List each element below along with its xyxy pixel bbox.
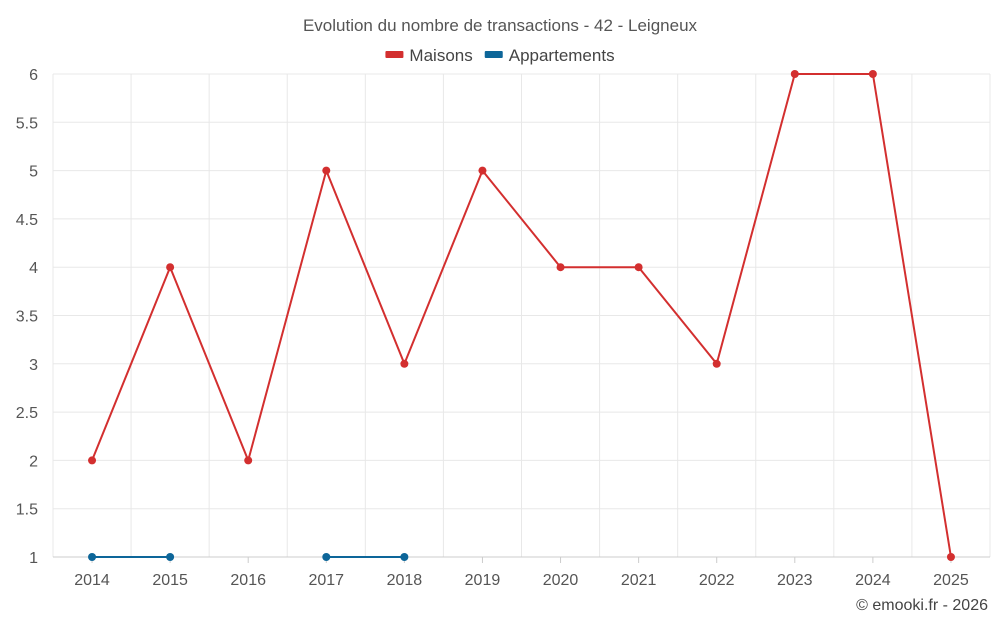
x-tick-label: 2024 xyxy=(855,572,891,589)
y-tick-label: 1 xyxy=(29,550,38,567)
y-tick-label: 5.5 xyxy=(16,115,38,132)
x-axis-ticks: 2014 2015 2016 2017 2018 2019 2020 2021 2022 2023… xyxy=(74,557,969,589)
x-tick-label: 2015 xyxy=(152,572,188,589)
y-tick-label: 3 xyxy=(29,357,38,374)
data-point[interactable] xyxy=(634,263,643,272)
y-tick-label: 5 xyxy=(29,164,38,181)
y-tick-label: 2 xyxy=(29,453,38,470)
legend-swatch xyxy=(385,51,404,58)
y-tick-label: 3.5 xyxy=(16,309,38,326)
x-tick-label: 2016 xyxy=(230,572,266,589)
data-point[interactable] xyxy=(556,263,565,272)
data-point[interactable] xyxy=(88,553,97,561)
data-point[interactable] xyxy=(166,553,175,561)
y-tick-label: 1.5 xyxy=(16,502,38,519)
series-line xyxy=(91,73,952,558)
data-point[interactable] xyxy=(88,456,97,465)
x-gridlines xyxy=(52,74,991,557)
y-axis-ticks: 1 1.5 2 2.5 3 3.5 4 4.5 5 5.5 6 xyxy=(16,67,38,567)
x-tick-label: 2019 xyxy=(465,572,501,589)
data-point[interactable] xyxy=(478,166,487,175)
data-point[interactable] xyxy=(868,70,877,78)
legend-label: Maisons xyxy=(409,46,472,65)
x-tick-label: 2020 xyxy=(543,572,579,589)
x-tick-label: 2017 xyxy=(308,572,344,589)
y-tick-label: 4 xyxy=(29,260,38,277)
y-tick-label: 4.5 xyxy=(16,212,38,229)
legend-item-maisons[interactable]: Maisons xyxy=(385,46,473,65)
data-point[interactable] xyxy=(166,263,175,272)
legend-item-appartements[interactable]: Appartements xyxy=(484,46,615,65)
data-point[interactable] xyxy=(322,166,331,175)
x-tick-label: 2021 xyxy=(621,572,657,589)
credit-text: © emooki.fr - 2026 xyxy=(856,597,988,614)
x-tick-label: 2023 xyxy=(777,572,813,589)
x-tick-label: 2022 xyxy=(699,572,735,589)
data-point[interactable] xyxy=(400,359,409,368)
chart-title: Evolution du nombre de transactions - 42… xyxy=(303,16,698,35)
data-point[interactable] xyxy=(400,553,409,561)
y-tick-label: 6 xyxy=(29,67,38,84)
x-tick-label: 2025 xyxy=(933,572,969,589)
legend-label: Appartements xyxy=(509,46,615,65)
x-tick-label: 2014 xyxy=(74,572,110,589)
data-point[interactable] xyxy=(790,70,799,78)
x-tick-label: 2018 xyxy=(387,572,423,589)
series-layer xyxy=(88,70,955,561)
legend: Maisons Appartements xyxy=(385,46,615,65)
series-maisons xyxy=(88,70,955,561)
data-point[interactable] xyxy=(712,359,721,368)
legend-swatch xyxy=(484,51,503,58)
series-appartements xyxy=(88,553,409,561)
data-point[interactable] xyxy=(946,553,955,561)
data-point[interactable] xyxy=(244,456,253,465)
data-point[interactable] xyxy=(322,553,331,561)
y-tick-label: 2.5 xyxy=(16,405,38,422)
